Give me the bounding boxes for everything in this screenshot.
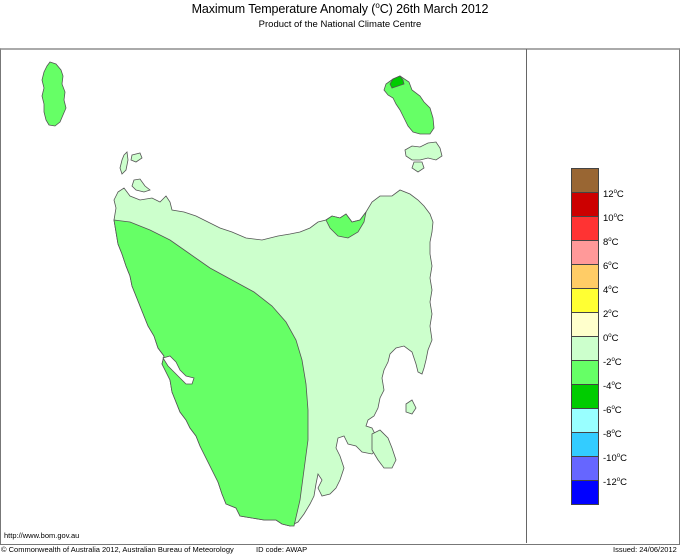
copyright-text: © Commonwealth of Australia 2012, Austra… (1, 545, 234, 554)
legend-label: 0oC (603, 333, 619, 345)
issued-date: Issued: 24/06/2012 (613, 545, 677, 554)
legend-label: 10oC (603, 213, 624, 225)
legend-swatch-m10-m8 (572, 433, 598, 457)
color-legend (571, 168, 599, 505)
legend-label: 8oC (603, 237, 619, 249)
legend-swatch-m4-m2 (572, 361, 598, 385)
legend-label: -2oC (603, 357, 622, 369)
legend-label: -12oC (603, 477, 627, 489)
legend-label: -10oC (603, 453, 627, 465)
king-island (41, 61, 67, 127)
title-suffix: C) 26th March 2012 (379, 2, 489, 17)
legend-label: 12oC (603, 189, 624, 201)
western-anomaly-zone (113, 219, 309, 527)
legend-label: 2oC (603, 309, 619, 321)
north-coast-anomaly (325, 211, 367, 239)
legend-label: -8oC (603, 429, 622, 441)
legend-swatch-m12-m10 (572, 457, 598, 481)
bom-url-link[interactable]: http://www.bom.gov.au (4, 531, 80, 540)
flinders-north-tip (389, 75, 405, 89)
map-title: Maximum Temperature Anomaly (oC) 26th Ma… (0, 1, 680, 16)
legend-divider (526, 49, 527, 543)
legend-label: 6oC (603, 261, 619, 273)
map-subtitle: Product of the National Climate Centre (258, 19, 422, 30)
flinders-island (383, 75, 435, 135)
legend-swatch-0-2 (572, 313, 598, 337)
legend-label: -6oC (603, 405, 622, 417)
degree-sign: o (375, 1, 380, 10)
title-prefix: Maximum Temperature Anomaly ( (191, 2, 376, 17)
cape-barren-island (404, 141, 443, 161)
legend-swatch-6-8 (572, 241, 598, 265)
legend-swatch-m6-m4 (572, 385, 598, 409)
legend-label: -4oC (603, 381, 622, 393)
legend-swatch-m2-0 (572, 337, 598, 361)
macquarie-harbour (162, 355, 195, 385)
legend-swatch-lt-m12 (572, 481, 598, 504)
id-code: ID code: AWAP (256, 545, 308, 554)
legend-swatch-m8-m6 (572, 409, 598, 433)
tasmania-map (41, 61, 443, 527)
legend-swatch-10-12 (572, 193, 598, 217)
legend-swatch-4-6 (572, 265, 598, 289)
legend-label: 4oC (603, 285, 619, 297)
legend-swatch-2-4 (572, 289, 598, 313)
legend-swatch-8-10 (572, 217, 598, 241)
legend-swatch-gt12 (572, 169, 598, 193)
